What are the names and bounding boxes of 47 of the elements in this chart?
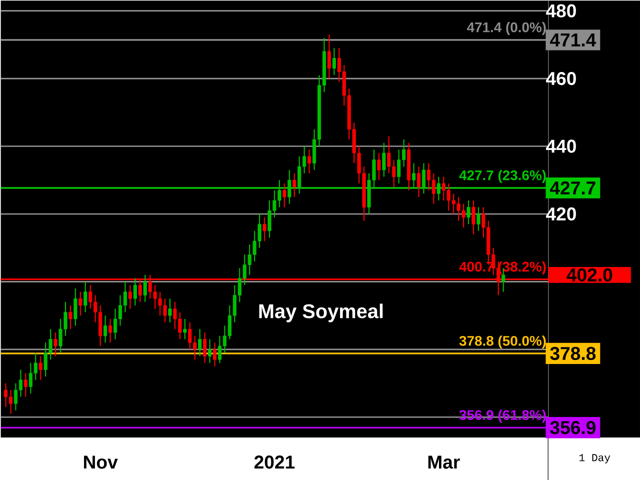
candlestick [78, 291, 82, 316]
candlestick [133, 278, 137, 306]
candlestick [416, 166, 421, 198]
x-tick-label: 2021 [254, 456, 295, 469]
x-tick-label: Nov [84, 456, 118, 469]
candlestick [476, 206, 480, 232]
candlestick [472, 200, 476, 235]
ref-line-label: 378.8 (50.0%) [459, 336, 546, 349]
candlestick [74, 288, 78, 326]
y-tick-label: 378.8 [550, 347, 596, 360]
candlestick [282, 183, 286, 208]
candlestick [332, 48, 336, 76]
ref-line-label: 427.7 (23.6%) [459, 170, 546, 184]
y-tick-label: 440 [546, 140, 576, 153]
candlestick [128, 284, 132, 310]
text: 1 Day [579, 454, 610, 464]
candlestick [382, 142, 386, 178]
candlestick [168, 298, 172, 323]
candlestick [203, 332, 207, 364]
text: 402.0 [566, 268, 612, 282]
x-tick-label: Mar [428, 456, 460, 469]
candlestick [54, 332, 58, 357]
candlestick [262, 216, 266, 242]
y-tick-label: 420 [546, 208, 576, 221]
candlestick [377, 152, 381, 181]
y-tick-label: 427.7 [550, 182, 596, 195]
candlestick [104, 315, 108, 344]
candlestick [466, 200, 470, 225]
candlestick [38, 356, 42, 381]
candlestick [183, 318, 187, 340]
ref-line-label: 471.4 (0.0%) [466, 22, 546, 36]
candlestick [198, 328, 202, 357]
y-tick-label: 460 [546, 72, 576, 86]
candlestick [307, 149, 312, 174]
candlestick [68, 305, 72, 330]
text: May Soymeal [259, 304, 383, 322]
candlestick [327, 34, 331, 80]
candlestick [212, 342, 217, 368]
candlestick [143, 274, 147, 303]
candlestick [108, 318, 112, 344]
candlestick [84, 281, 88, 313]
candlestick [292, 172, 296, 198]
candlestick [208, 338, 212, 364]
y-tick-label: 480 [546, 4, 576, 18]
y-tick-label: 356.9 [550, 421, 596, 434]
candlestick [24, 372, 28, 398]
y-tick-label: 471.4 [550, 34, 596, 46]
